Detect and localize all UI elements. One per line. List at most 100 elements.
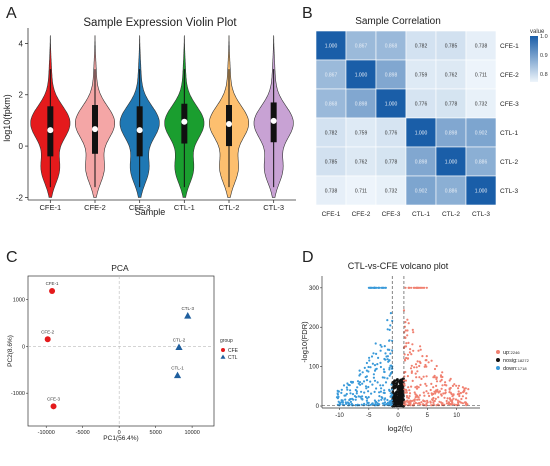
volcano-point-down	[364, 395, 367, 399]
volcano-point-up	[419, 361, 422, 365]
heatmap-cell	[315, 30, 347, 61]
heatmap-col-label: CTL-3	[472, 211, 490, 218]
volcano-point-down	[378, 286, 381, 289]
volcano-point-nosig	[398, 393, 401, 396]
volcano-point-up	[404, 370, 407, 374]
pca-legend-title: group	[220, 338, 233, 344]
volcano-point-down	[390, 383, 393, 386]
volcano-point-up	[402, 309, 406, 312]
pca-x-tick-label: 5000	[150, 430, 162, 436]
heatmap-cell-value: 0.785	[445, 44, 458, 50]
volcano-point-up	[430, 359, 433, 362]
heatmap-cell-value: 0.898	[445, 131, 458, 137]
panel-letter-b: B	[302, 5, 313, 22]
volcano-point-up	[413, 391, 416, 394]
volcano-point-down	[369, 380, 372, 383]
pca-x-tick-label: 0	[118, 430, 121, 436]
heatmap-cell	[345, 59, 377, 90]
volcano-point-up	[421, 403, 425, 406]
volcano-point-nosig	[401, 386, 404, 389]
volcano-point-down	[388, 328, 391, 331]
volcano-point-up	[418, 394, 421, 397]
volcano-point-down	[376, 363, 379, 366]
heatmap-cell-value: 0.738	[475, 44, 488, 50]
volcano-point-up	[437, 396, 440, 399]
volcano-point-down	[388, 402, 391, 405]
heatmap-cell-value: 0.898	[415, 160, 428, 166]
volcano-point-up	[417, 349, 420, 352]
volcano-point-down	[383, 376, 386, 379]
volcano-point-up	[460, 401, 463, 404]
volcano-point-up	[424, 382, 427, 385]
volcano-point-nosig	[395, 386, 399, 389]
volcano-point-up	[434, 392, 437, 395]
volcano-point-up	[425, 355, 428, 358]
volcano-point-up	[416, 286, 419, 289]
heatmap-cell	[465, 59, 497, 90]
heatmap-row-label: CFE-3	[500, 101, 519, 108]
panel-letter-d: D	[302, 249, 314, 266]
volcano-point-up	[420, 286, 423, 289]
volcano-point-up	[462, 389, 466, 392]
volcano-point-up	[409, 367, 413, 370]
volcano-point-nosig	[398, 395, 401, 398]
volcano-point-down	[378, 395, 381, 398]
pca-legend-label: CFE	[228, 348, 239, 354]
volcano-point-down	[368, 356, 371, 359]
volcano-point-down	[365, 387, 368, 390]
volcano-point-up	[407, 341, 410, 344]
volcano-point-down	[365, 375, 368, 378]
violin-x-tick-label: CFE-2	[84, 203, 106, 212]
volcano-threshold-lines	[322, 276, 480, 408]
volcano-point-down	[380, 286, 383, 289]
volcano-point-down	[388, 368, 391, 371]
volcano-point-nosig	[395, 378, 399, 381]
heatmap-col-label: CFE-2	[352, 211, 371, 218]
volcano-point-up	[403, 358, 406, 361]
pca-point-label: CFE-1	[46, 281, 59, 286]
volcano-point-down	[381, 396, 384, 400]
volcano-point-nosig	[399, 388, 402, 391]
heatmap-cell	[435, 88, 467, 119]
heatmap-row-label: CTL-1	[500, 130, 518, 137]
heatmap-legend-tick: 0.8	[540, 72, 548, 78]
heatmap-cell-value: 0.898	[355, 102, 368, 108]
pca-y-label: PC2(8.6%)	[7, 335, 14, 367]
volcano-point-down	[379, 390, 382, 393]
volcano-point-up	[435, 377, 438, 381]
volcano-point-up	[422, 399, 425, 402]
volcano-point-up	[413, 366, 416, 369]
heatmap-cell-value: 0.782	[415, 44, 428, 50]
volcano-point-up	[428, 394, 431, 398]
volcano-point-up	[433, 367, 437, 371]
volcano-point-up	[425, 384, 428, 387]
volcano-point-down	[388, 389, 391, 392]
volcano-point-up	[418, 376, 421, 379]
volcano-point-up	[415, 385, 419, 388]
heatmap-col-label: CTL-1	[412, 211, 430, 218]
volcano-point-up	[415, 387, 419, 390]
volcano-point-down	[361, 382, 364, 385]
volcano-point-up	[435, 384, 438, 387]
pca-y-tick-label: -1000	[11, 391, 25, 397]
volcano-point-down	[372, 376, 375, 379]
volcano-point-down	[367, 385, 370, 389]
volcano-point-down	[367, 370, 370, 373]
volcano-point-up	[452, 397, 455, 400]
heatmap-row-label: CFE-2	[500, 72, 519, 79]
volcano-point-up	[430, 392, 433, 395]
volcano-point-down	[358, 369, 361, 372]
volcano-point-up	[430, 404, 433, 407]
volcano-point-up	[442, 392, 445, 395]
volcano-point-down	[336, 393, 339, 396]
heatmap-cell-value: 0.738	[325, 189, 338, 195]
volcano-point-down	[389, 312, 392, 315]
volcano-point-up	[412, 402, 416, 405]
pca-title: PCA	[111, 263, 129, 273]
volcano-point-up	[423, 400, 426, 403]
volcano-point-down	[377, 356, 380, 359]
volcano-point-down	[374, 342, 377, 345]
